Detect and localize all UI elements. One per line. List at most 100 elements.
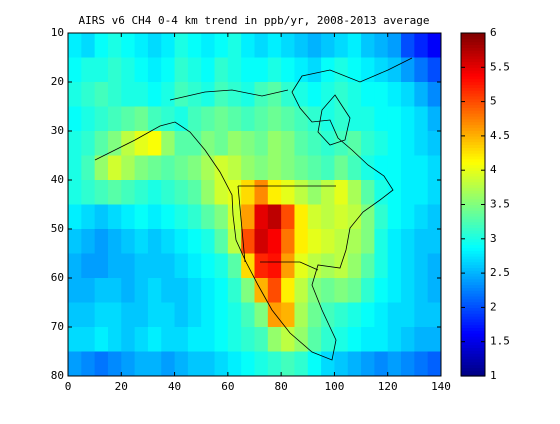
heatmap-cell (147, 155, 162, 181)
heatmap-cell (81, 33, 96, 58)
colorbar-step (461, 161, 485, 166)
heatmap-cell (187, 131, 202, 156)
heatmap-cell (174, 33, 189, 58)
heatmap-cell (134, 131, 149, 156)
heatmap-cell (334, 204, 349, 230)
colorbar-step (461, 147, 485, 151)
heatmap-cell (307, 351, 322, 377)
heatmap-cell (81, 253, 96, 279)
heatmap-cell (401, 229, 415, 254)
heatmap-cell (107, 57, 122, 83)
heatmap-cell (321, 229, 335, 254)
heatmap-cell (427, 82, 442, 107)
heatmap-cell (94, 278, 109, 303)
heatmap-cell (107, 82, 122, 107)
colorbar-step (461, 33, 485, 37)
heatmap-cell (147, 327, 162, 352)
heatmap-cell (227, 229, 242, 254)
colorbar-step (461, 338, 485, 343)
heatmap-cell (321, 180, 335, 205)
heatmap-cell (121, 33, 136, 58)
y-tick-label: 30 (51, 124, 64, 137)
heatmap-cell (214, 33, 229, 58)
plot-frame (67, 32, 442, 377)
heatmap-cell (81, 106, 96, 132)
colorbar-tick-label: 2 (490, 300, 497, 313)
heatmap-cell (294, 204, 309, 230)
heatmap-cell (227, 327, 242, 352)
colorbar-step (461, 75, 485, 80)
colorbar-step (461, 98, 485, 103)
colorbar-step (461, 224, 485, 228)
heatmap-cell (254, 155, 269, 181)
heatmap-cell (294, 106, 309, 132)
heatmap-cell (374, 327, 389, 352)
heatmap-cell (374, 106, 389, 132)
heatmap-cell (201, 302, 216, 328)
colorbar-step (461, 124, 485, 128)
heatmap-cell (134, 253, 149, 279)
colorbar-step (461, 327, 485, 331)
heatmap-cell (267, 253, 282, 279)
colorbar-step (461, 158, 485, 163)
colorbar-step (461, 64, 485, 68)
heatmap-cell (201, 82, 216, 107)
heatmap-cell (241, 327, 255, 352)
heatmap-cell (201, 253, 216, 279)
heatmap-cell (94, 33, 109, 58)
colorbar-step (461, 195, 485, 200)
heatmap-cell (361, 229, 375, 254)
heatmap-cell (174, 131, 189, 156)
colorbar-step (461, 230, 485, 234)
colorbar-step (461, 164, 485, 168)
heatmap-cell (134, 106, 149, 132)
heatmap-cell (307, 155, 322, 181)
heatmap-cell (374, 278, 389, 303)
heatmap-cell (427, 278, 442, 303)
heatmap-cell (147, 82, 162, 107)
colorbar-step (461, 35, 485, 40)
x-tick-label: 0 (65, 380, 72, 393)
colorbar-step (461, 87, 485, 91)
colorbar-step (461, 155, 485, 160)
heatmap-cell (307, 302, 322, 328)
x-tick-label: 120 (378, 380, 398, 393)
colorbar-step (461, 121, 485, 126)
heatmap-cell (281, 57, 295, 83)
heatmap-cell (387, 155, 402, 181)
colorbar-step (461, 307, 485, 311)
heatmap-cell (307, 131, 322, 156)
heatmap-cell (387, 229, 402, 254)
colorbar-step (461, 341, 485, 346)
heatmap-cell (401, 327, 415, 352)
x-tick-label: 20 (115, 380, 128, 393)
heatmap-cell (81, 302, 96, 328)
heatmap-cell (227, 278, 242, 303)
heatmap-cell (414, 155, 429, 181)
heatmap-cell (214, 278, 229, 303)
heatmap-cell (94, 302, 109, 328)
heatmap-cell (307, 204, 322, 230)
heatmap-cell (187, 180, 202, 205)
colorbar-step (461, 255, 485, 260)
colorbar-tick-label: 6 (490, 26, 497, 39)
heatmap-cell (361, 131, 375, 156)
heatmap-cell (254, 131, 269, 156)
heatmap-cell (321, 57, 335, 83)
heatmap-cell (107, 131, 122, 156)
heatmap-cell (187, 57, 202, 83)
heatmap-cell (134, 204, 149, 230)
heatmap-cell (201, 327, 216, 352)
colorbar-step (461, 370, 485, 374)
heatmap-cell (241, 155, 255, 181)
heatmap-cell (281, 204, 295, 230)
heatmap-cell (147, 229, 162, 254)
colorbar-step (461, 215, 485, 220)
heatmap-cell (374, 351, 389, 377)
heatmap-cell (94, 327, 109, 352)
heatmap-cell (81, 131, 96, 156)
colorbar-step (461, 318, 485, 323)
heatmap-cell (267, 106, 282, 132)
heatmap-cell (187, 204, 202, 230)
heatmap-cell (267, 351, 282, 377)
